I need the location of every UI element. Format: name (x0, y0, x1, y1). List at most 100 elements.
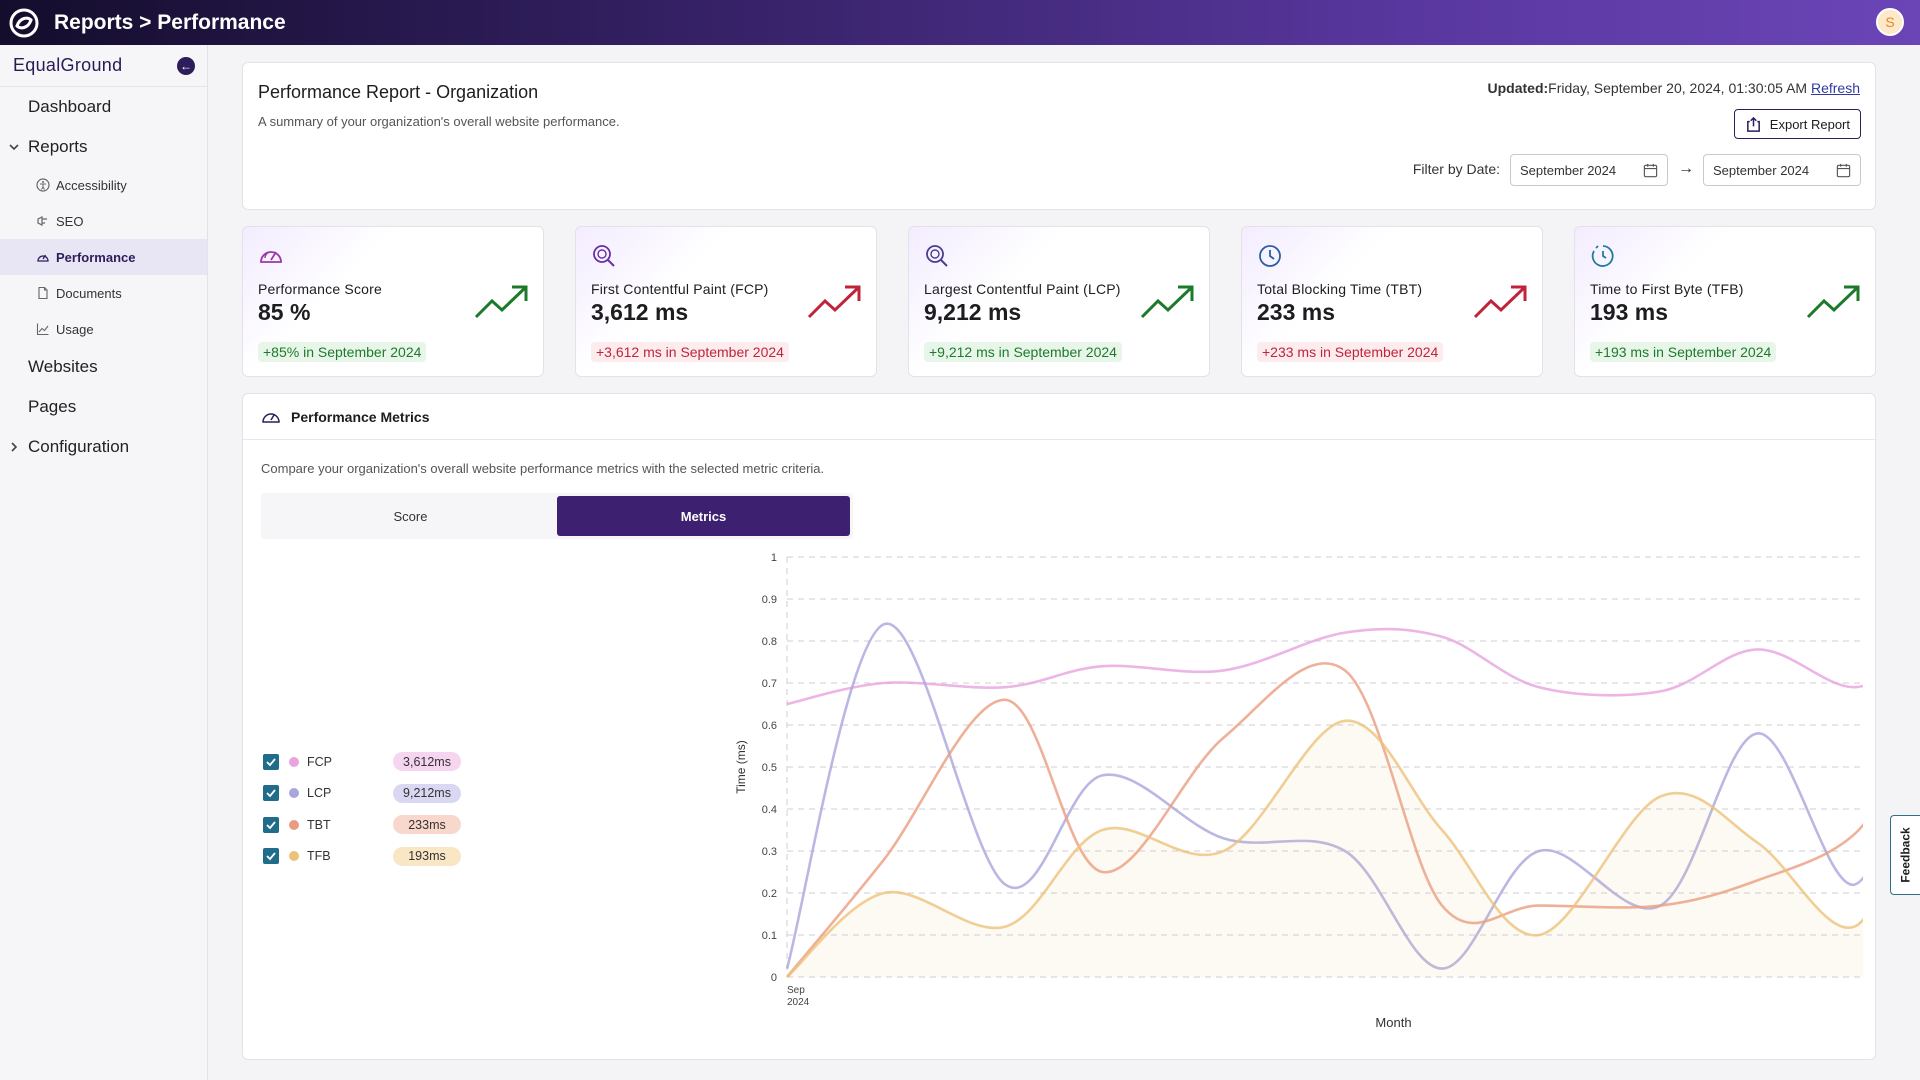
seo-icon (37, 216, 47, 226)
export-report-button[interactable]: Export Report (1733, 109, 1861, 139)
legend-dot (289, 756, 299, 767)
sidebar-item-seo[interactable]: SEO (0, 203, 207, 239)
top-bar: Reports > Performance S (0, 0, 1920, 45)
y-tick-label: 0.9 (762, 594, 777, 606)
sidebar-item-usage[interactable]: Usage (0, 311, 207, 347)
sidebar-item-pages[interactable]: Pages (28, 397, 77, 416)
feedback-label: Feedback (1898, 827, 1913, 883)
collapse-sidebar-icon[interactable]: ← (177, 56, 195, 75)
legend-value-pill: 233ms (393, 815, 461, 835)
chevron-down-icon (9, 144, 19, 151)
legend-name: FCP (307, 754, 332, 769)
trend-up-icon (474, 285, 528, 319)
legend-item-fcp[interactable]: FCP 3,612ms (263, 746, 461, 778)
sidebar-item-label: Reports (28, 137, 88, 156)
sidebar-item-performance[interactable]: Performance (0, 239, 207, 275)
legend-item-lcp[interactable]: LCP 9,212ms (263, 778, 461, 810)
y-tick-label: 0.6 (762, 720, 777, 732)
x-tick-label: 2024 (787, 997, 810, 1008)
metrics-panel-description: Compare your organization's overall webs… (261, 461, 825, 476)
app-logo-icon[interactable] (8, 7, 40, 39)
sidebar-item-websites[interactable]: Websites (28, 357, 98, 376)
checkbox-checked-icon[interactable] (263, 785, 279, 802)
sidebar-item-configuration[interactable]: Configuration (0, 427, 207, 467)
trend-up-icon (1473, 285, 1527, 319)
legend-name: TBT (307, 817, 331, 832)
y-axis-title: Time (ms) (734, 740, 748, 794)
y-tick-label: 0.3 (762, 846, 777, 858)
trend-up-icon (807, 285, 861, 319)
kpi-label: Total Blocking Time (TBT) (1257, 281, 1423, 297)
x-tick-label: Sep (787, 985, 805, 996)
trend-up-icon (1140, 285, 1194, 319)
performance-metrics-panel: Performance Metrics Compare your organiz… (242, 393, 1876, 1060)
sidebar-item-label: SEO (56, 213, 84, 229)
export-label: Export Report (1769, 116, 1850, 132)
kpi-change-badge: +9,212 ms in September 2024 (924, 342, 1122, 362)
y-tick-label: 0.8 (762, 636, 777, 648)
date-from-picker[interactable]: September 2024 (1510, 154, 1668, 186)
feedback-tab[interactable]: Feedback (1890, 815, 1920, 895)
page-title: Performance Report - Organization (258, 82, 539, 102)
legend-value-pill: 3,612ms (393, 752, 461, 772)
metrics-panel-header: Performance Metrics (243, 394, 1875, 440)
kpi-card-fcp: First Contentful Paint (FCP) 3,612 ms +3… (575, 226, 877, 377)
refresh-link[interactable]: Refresh (1810, 80, 1860, 96)
filter-by-date-label: Filter by Date: (1412, 161, 1500, 177)
y-tick-label: 1 (771, 552, 777, 564)
checkbox-checked-icon[interactable] (263, 816, 279, 833)
arrow-right-icon: → (1678, 160, 1694, 177)
y-tick-label: 0.4 (762, 804, 777, 816)
usage-chart-icon (36, 323, 49, 336)
legend-name: LCP (307, 786, 332, 801)
gauge-icon (260, 251, 282, 263)
y-tick-label: 0.2 (762, 888, 777, 900)
series-area-tfb (787, 720, 1863, 977)
date-to-value: September 2024 (1713, 162, 1810, 178)
gauge-icon (262, 412, 280, 423)
report-header-card: Performance Report - Organization A summ… (242, 62, 1876, 210)
sidebar-item-label: Accessibility (56, 177, 127, 193)
sidebar-item-label: Configuration (28, 437, 130, 456)
page-subtitle: A summary of your organization's overall… (258, 114, 620, 129)
calendar-icon (1643, 163, 1658, 177)
kpi-card-tbt: Total Blocking Time (TBT) 233 ms +233 ms… (1241, 226, 1543, 377)
calendar-icon (1836, 163, 1851, 177)
document-icon (38, 286, 48, 300)
date-from-value: September 2024 (1520, 162, 1617, 178)
magnifier-icon (593, 245, 615, 267)
kpi-label: Largest Contentful Paint (LCP) (924, 281, 1121, 297)
updated-timestamp: Updated:Friday, September 20, 2024, 01:3… (1488, 80, 1861, 96)
sidebar-item-dashboard[interactable]: Dashboard (28, 97, 112, 116)
metrics-panel-title: Performance Metrics (291, 408, 430, 425)
sidebar-item-label: Performance (56, 249, 136, 265)
sidebar-item-accessibility[interactable]: Accessibility (0, 167, 207, 203)
legend-item-tbt[interactable]: TBT 233ms (263, 809, 461, 841)
series-line-lcp (785, 622, 1863, 970)
kpi-value: 193 ms (1590, 299, 1669, 325)
tab-score[interactable]: Score (393, 508, 428, 524)
tab-metrics[interactable]: Metrics (557, 496, 850, 536)
kpi-label: Performance Score (258, 281, 383, 297)
kpi-card-performance-score: Performance Score 85 % +85% in September… (242, 226, 544, 377)
user-avatar[interactable]: S (1876, 8, 1904, 36)
kpi-value: 233 ms (1257, 299, 1336, 325)
y-tick-label: 0.7 (762, 678, 777, 690)
legend-name: TFB (307, 849, 331, 864)
series-line-fcp (786, 627, 1863, 706)
legend-item-tfb[interactable]: TFB 193ms (263, 841, 461, 873)
metrics-tab-switcher: Score Metrics (261, 493, 853, 539)
legend-dot (289, 788, 299, 799)
sidebar-item-documents[interactable]: Documents (0, 275, 207, 311)
kpi-change-badge: +3,612 ms in September 2024 (591, 342, 789, 362)
kpi-change-badge: +85% in September 2024 (258, 342, 427, 362)
checkbox-checked-icon[interactable] (263, 753, 279, 770)
kpi-card-tfb: Time to First Byte (TFB) 193 ms +193 ms … (1574, 226, 1876, 377)
checkbox-checked-icon[interactable] (263, 848, 279, 865)
y-tick-label: 0.1 (762, 930, 777, 942)
timer-icon (1591, 245, 1614, 267)
sidebar-item-reports[interactable]: Reports (0, 127, 207, 167)
date-to-picker[interactable]: September 2024 (1703, 154, 1861, 186)
y-tick-label: 0.5 (762, 762, 777, 774)
clock-icon (1259, 245, 1281, 267)
